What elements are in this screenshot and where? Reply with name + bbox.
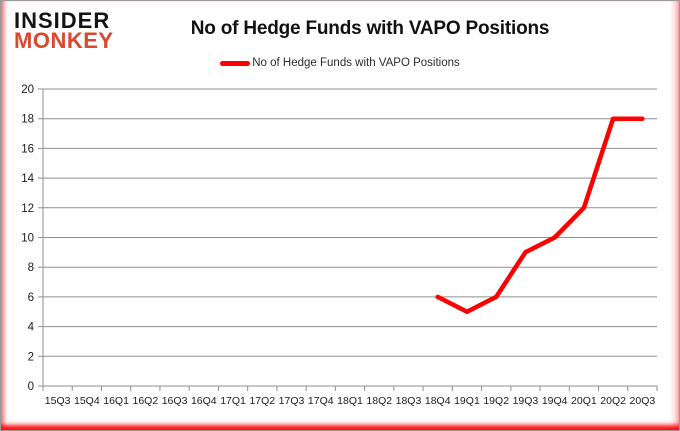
- x-tick-label: 19Q2: [483, 395, 509, 407]
- x-tick-label: 18Q2: [366, 395, 392, 407]
- x-tick-label: 19Q3: [513, 395, 539, 407]
- legend-red-line-icon: [220, 60, 251, 66]
- x-tick-label: 16Q2: [132, 395, 158, 407]
- x-tick-label: 17Q4: [308, 395, 334, 407]
- x-tick-label: 16Q1: [103, 395, 129, 407]
- x-tick-label: 17Q1: [220, 395, 246, 407]
- y-tick-label: 8: [28, 262, 34, 274]
- y-tick-label: 20: [21, 84, 34, 96]
- x-tick-label: 20Q3: [630, 395, 656, 407]
- logo-text-insider: INSIDER: [14, 8, 111, 33]
- x-tick-label: 18Q4: [425, 395, 451, 407]
- chart-legend: No of Hedge Funds with VAPO Positions: [1, 57, 679, 69]
- x-tick-label: 20Q2: [600, 395, 626, 407]
- hedge-funds-data-line: [435, 116, 645, 315]
- y-tick-label: 12: [21, 203, 34, 215]
- y-tick-label: 16: [21, 143, 34, 155]
- x-tick-label: 15Q4: [74, 395, 100, 407]
- x-tick-label: 17Q3: [279, 395, 305, 407]
- y-tick-label: 6: [28, 292, 34, 304]
- y-tick-label: 14: [21, 173, 34, 185]
- chart-title: No of Hedge Funds with VAPO Positions: [190, 18, 550, 39]
- x-tick-label: 19Q1: [454, 395, 480, 407]
- y-tick-label: 18: [21, 114, 34, 126]
- x-tick-label: 17Q2: [249, 395, 275, 407]
- line-chart-plot-area: 0 2 4 6 8 10 12 14 16 18 20 15Q3 15Q4 16Q1 16Q2 16Q3 16Q…: [21, 84, 658, 407]
- x-tick-label: 20Q1: [571, 395, 597, 407]
- legend-label: No of Hedge Funds with VAPO Positions: [252, 57, 460, 69]
- y-tick-label: 0: [28, 381, 34, 393]
- y-tick-label: 10: [21, 233, 34, 245]
- y-tick-label: 2: [28, 351, 34, 363]
- insider-monkey-logo: INSIDER MONKEY: [14, 8, 114, 54]
- logo-text-monkey: MONKEY: [14, 28, 114, 54]
- x-tick-label: 16Q3: [162, 395, 188, 407]
- x-tick-label: 15Q3: [45, 395, 71, 407]
- x-tick-label: 19Q4: [542, 395, 568, 407]
- x-tick-label: 18Q3: [396, 395, 422, 407]
- x-tick-label: 18Q1: [337, 395, 363, 407]
- y-tick-label: 4: [28, 322, 35, 334]
- x-tick-label: 16Q4: [191, 395, 217, 407]
